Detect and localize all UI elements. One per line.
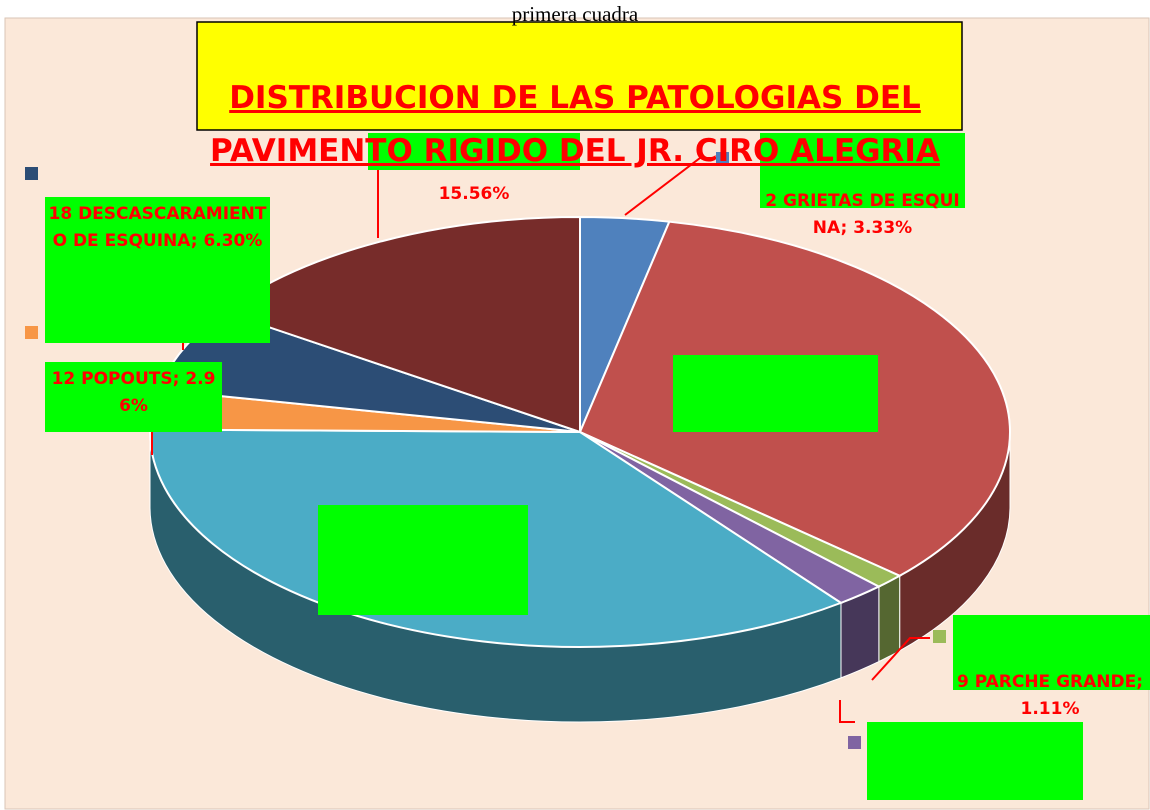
data-label: 15.56% [438,184,510,204]
pie-tops [149,215,1011,648]
legend-key [933,630,946,643]
subtitle: primera cuadra [511,2,639,26]
label-box [368,133,580,170]
leader-line [839,700,855,723]
slice-side [878,574,901,663]
title-box [196,21,963,131]
label-box [953,615,1150,690]
data-label: 18 DESCASCARAMIENTO DE ESQUINA; 6.30% [48,204,267,251]
data-label: 2 GRIETAS DE ESQUINA; 3.33% [765,191,960,238]
leader-lines [151,157,930,723]
chart-title: PAVIMENTO RIGIDO DEL JR. CIRO ALEGRIA [210,133,940,169]
legend-key [298,522,311,535]
legend-key [848,736,861,749]
label-box [45,197,270,343]
label-box [45,362,222,432]
legend-key [25,167,38,180]
leader-line [871,637,930,681]
label-box [760,133,965,208]
label-boxes [45,133,1150,800]
label-box [318,505,528,615]
legend-key [654,370,667,383]
data-label: 12 POPOUTS; 2.96% [51,369,216,416]
leader-line [624,157,716,216]
legend-key [25,326,38,339]
data-label: 9 PARCHE GRANDE; 1.11% [956,672,1144,719]
label-box [673,355,878,432]
legend-key [716,152,729,165]
chart-title: DISTRIBUCION DE LAS PATOLOGIAS DEL [229,80,921,116]
label-box [867,722,1083,800]
